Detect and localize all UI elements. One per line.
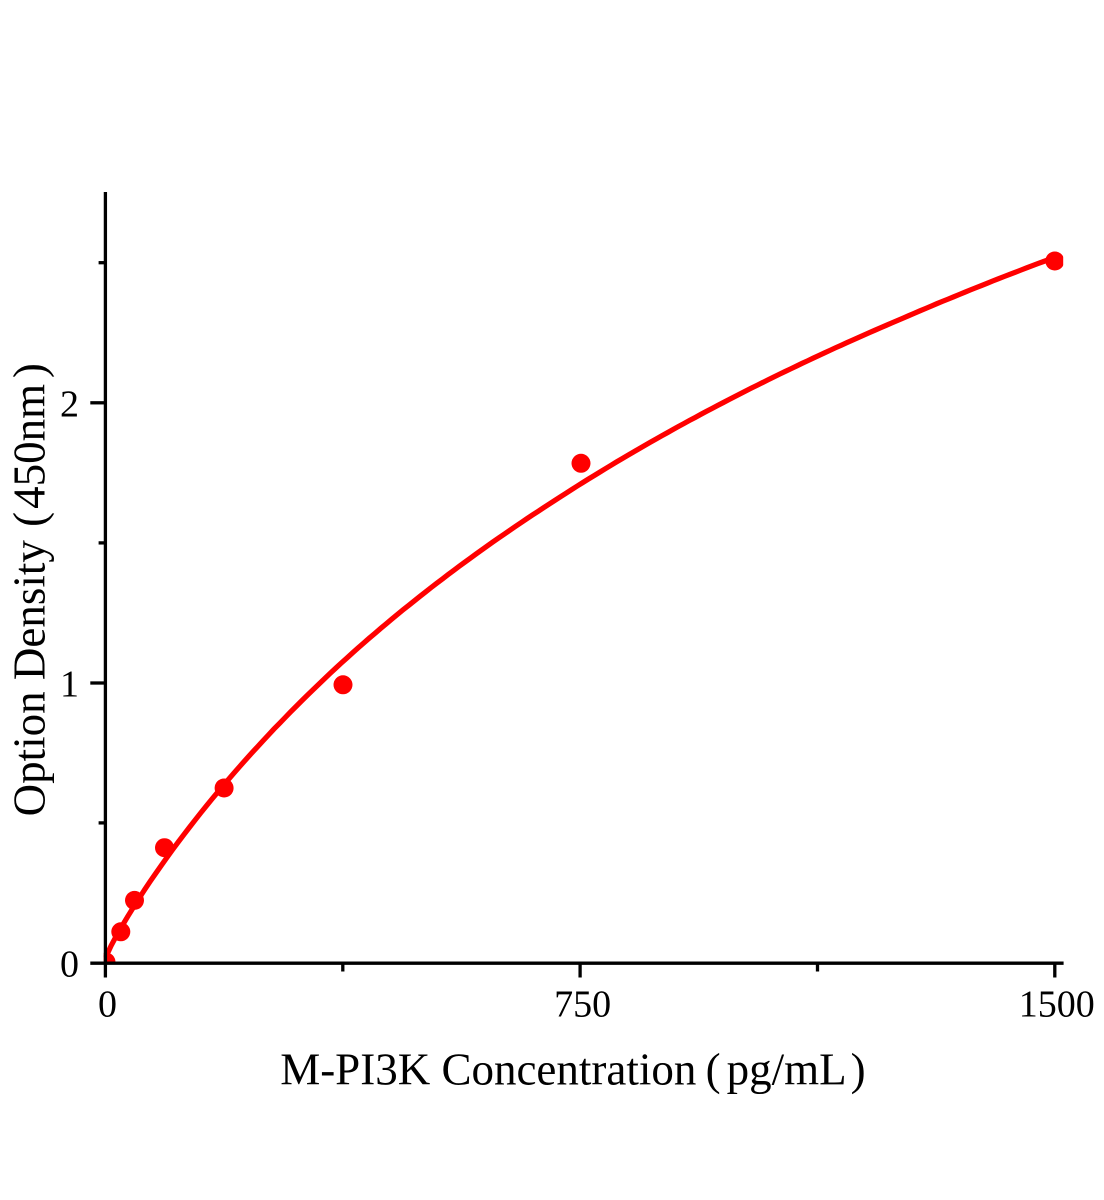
svg-text:0: 0 (98, 984, 117, 1026)
svg-text:1: 1 (60, 664, 79, 706)
svg-text:0: 0 (60, 944, 79, 986)
svg-text:750: 750 (554, 984, 611, 1026)
svg-text:Option Density (450nm): Option Density (450nm) (5, 363, 55, 816)
svg-text:1500: 1500 (1019, 984, 1095, 1026)
svg-text:2: 2 (60, 383, 79, 425)
svg-text:M-PI3K Concentration (pg/mL): M-PI3K Concentration (pg/mL) (280, 1045, 865, 1095)
